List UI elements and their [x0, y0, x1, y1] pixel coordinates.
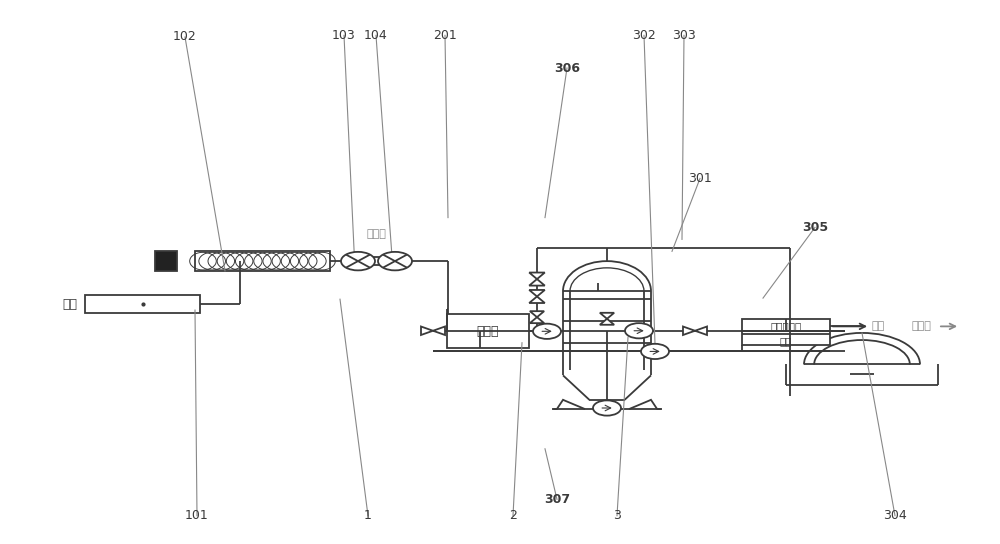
- Text: 秸秆: 秸秆: [62, 298, 77, 311]
- Text: 304: 304: [883, 509, 907, 522]
- Polygon shape: [529, 290, 545, 296]
- Text: 303: 303: [672, 29, 696, 42]
- Bar: [195, 251, 330, 271]
- Text: 301: 301: [688, 172, 712, 185]
- Bar: [742, 319, 830, 345]
- Text: 104: 104: [364, 29, 388, 42]
- Bar: [85, 295, 200, 313]
- Text: 1: 1: [364, 509, 372, 522]
- Polygon shape: [421, 326, 433, 335]
- Text: 306: 306: [554, 61, 580, 75]
- Text: 103: 103: [332, 29, 356, 42]
- Circle shape: [533, 324, 561, 339]
- Text: 302: 302: [632, 29, 656, 42]
- Circle shape: [341, 252, 375, 270]
- Text: 沼渣: 沼渣: [872, 322, 885, 331]
- Text: 固液分离机: 固液分离机: [770, 322, 802, 331]
- Polygon shape: [529, 296, 545, 303]
- Polygon shape: [530, 311, 544, 317]
- Text: 201: 201: [433, 29, 457, 42]
- Polygon shape: [530, 317, 544, 323]
- Text: 混匀池: 混匀池: [477, 325, 499, 338]
- Circle shape: [378, 252, 412, 270]
- Text: 305: 305: [802, 221, 828, 234]
- Polygon shape: [600, 313, 614, 319]
- Text: 102: 102: [173, 30, 197, 44]
- Text: 3: 3: [613, 509, 621, 522]
- Polygon shape: [529, 273, 545, 279]
- Text: 皮带秤: 皮带秤: [367, 230, 386, 239]
- Text: 307: 307: [544, 493, 570, 506]
- Text: 101: 101: [185, 509, 209, 522]
- Bar: [374, 257, 391, 265]
- Circle shape: [593, 400, 621, 416]
- Polygon shape: [683, 326, 695, 335]
- Bar: [155, 251, 177, 271]
- Bar: [447, 314, 529, 348]
- Text: 2: 2: [509, 509, 517, 522]
- Polygon shape: [695, 326, 707, 335]
- Polygon shape: [529, 279, 545, 286]
- Polygon shape: [600, 319, 614, 325]
- Text: 有机肥: 有机肥: [912, 322, 932, 331]
- Circle shape: [625, 323, 653, 338]
- Polygon shape: [433, 326, 445, 335]
- Text: 沼液: 沼液: [780, 336, 792, 346]
- Circle shape: [641, 344, 669, 359]
